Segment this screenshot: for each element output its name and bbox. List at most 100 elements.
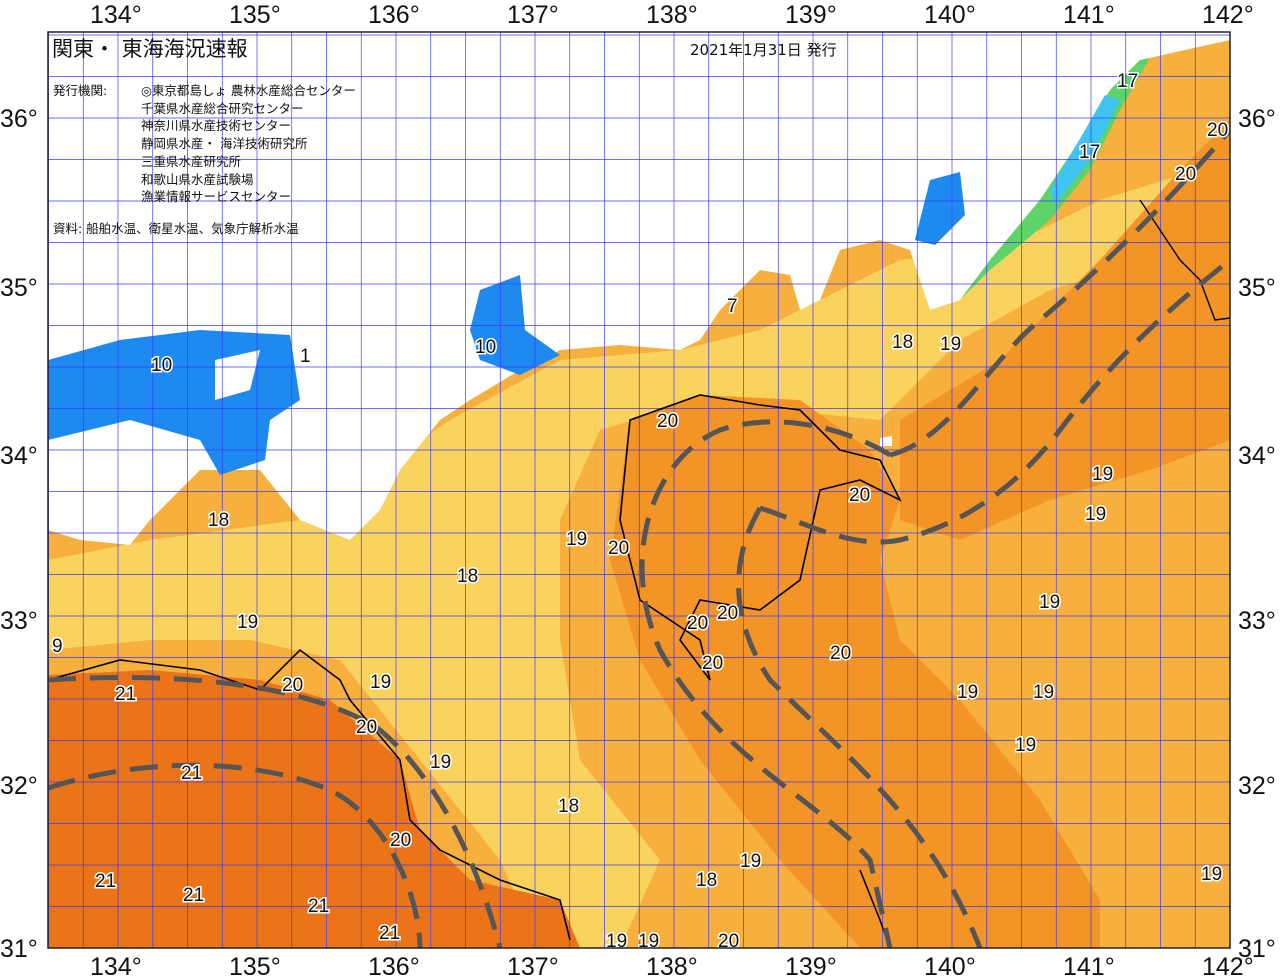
kuroshio-axis	[48, 128, 1230, 948]
lon-tick: 141°	[1063, 953, 1115, 980]
contour-label: 19	[1015, 735, 1036, 756]
contour-label: 19	[1092, 464, 1113, 485]
contour-label: 19	[606, 931, 627, 952]
contour-label: 19	[566, 529, 587, 550]
oshima-island	[880, 436, 892, 446]
ise-bay	[470, 275, 560, 375]
latitude-axis-right: 36° 35° 34° 33° 32° 31°	[1238, 105, 1276, 963]
contour-label: 19	[740, 851, 761, 872]
contour-line-coast	[1139, 199, 1230, 321]
contour-label: 17	[1079, 142, 1100, 163]
contour-label: 18	[457, 566, 478, 587]
contour-label: 20	[356, 717, 377, 738]
contour-label: 19	[237, 612, 258, 633]
lon-tick: 139°	[785, 953, 837, 980]
contour-label: 20	[687, 613, 708, 634]
contour-label: 19	[370, 672, 391, 693]
contour-label: 18	[892, 332, 913, 353]
contour-label: 20	[1175, 164, 1196, 185]
contour-label: 20	[849, 485, 870, 506]
cool-water-region	[48, 160, 1230, 948]
issuer: 漁業情報サービスセンター	[141, 189, 292, 205]
lon-tick: 136°	[368, 1, 420, 29]
map-frame	[47, 31, 1231, 949]
lat-tick: 33°	[1238, 607, 1276, 635]
lat-tick: 35°	[1238, 274, 1276, 302]
lat-tick: 31°	[1238, 935, 1276, 963]
lon-tick: 137°	[507, 953, 559, 980]
map-title: 関東・ 東海海況速報	[52, 37, 248, 61]
contour-label: 19	[940, 334, 961, 355]
contour-label: 20	[282, 675, 303, 696]
contour-label: 20	[718, 931, 739, 952]
contour-label: 18	[696, 870, 717, 891]
latitude-axis-left: 36° 35° 34° 33° 32° 31°	[0, 105, 38, 963]
lon-tick: 136°	[368, 953, 420, 980]
contour-label: 9	[52, 636, 63, 657]
longitude-axis-bottom: 134° 135° 136° 137° 138° 139° 140° 141° …	[90, 953, 1254, 980]
issuer: ◎東京都島しょ 農林水産総合センター	[141, 83, 356, 98]
contour-label: 7	[727, 296, 738, 317]
lon-tick: 140°	[924, 1, 976, 29]
issuer: 和歌山県水産試験場	[141, 171, 254, 187]
contour-label: 20	[1207, 120, 1228, 141]
contour-label: 19	[1085, 504, 1106, 525]
lon-tick: 139°	[785, 1, 837, 29]
contour-label: 1	[300, 346, 311, 367]
longitude-axis-top: 134° 135° 136° 137° 138° 139° 140° 141° …	[90, 1, 1254, 29]
data-sources: 資料: 船舶水温、衛星水温、気象庁解析水温	[53, 221, 299, 236]
contour-line-20-center	[619, 394, 902, 681]
issuer: 神奈川県水産技術センター	[141, 118, 292, 134]
contour-label: 17	[1117, 71, 1138, 92]
contour-label: 21	[181, 763, 202, 784]
lat-tick: 34°	[0, 442, 38, 470]
contour-label: 10	[151, 355, 172, 376]
seto-island	[215, 350, 260, 400]
issuer: 三重県水産研究所	[141, 153, 242, 169]
lat-tick: 31°	[0, 935, 38, 963]
contour-label: 20	[717, 603, 738, 624]
contour-label: 19	[430, 752, 451, 773]
contour-label: 19	[957, 682, 978, 703]
contour-label: 20	[702, 653, 723, 674]
lon-tick: 137°	[507, 1, 559, 29]
lon-tick: 142°	[1202, 1, 1254, 29]
contour-label: 20	[657, 411, 678, 432]
lon-tick: 134°	[90, 953, 142, 980]
lat-tick: 33°	[0, 607, 38, 635]
lat-tick: 32°	[0, 772, 38, 800]
issuers-label: 発行機関:	[53, 83, 108, 98]
lat-tick: 36°	[0, 105, 38, 133]
contour-label: 21	[308, 896, 329, 917]
contour-label: 18	[208, 510, 229, 531]
lon-tick: 135°	[229, 1, 281, 29]
contour-label: 19	[1033, 682, 1054, 703]
contour-label: 21	[115, 684, 136, 705]
lon-tick: 135°	[229, 953, 281, 980]
lon-tick: 138°	[646, 1, 698, 29]
tokyo-bay	[915, 172, 965, 245]
contour-label: 20	[830, 643, 851, 664]
grid-lines	[48, 32, 1230, 948]
contour-label: 18	[558, 796, 579, 817]
contour-label: 21	[183, 885, 204, 906]
lon-tick: 134°	[90, 1, 142, 29]
lon-tick: 138°	[646, 953, 698, 980]
contour-label: 20	[390, 830, 411, 851]
lat-tick: 34°	[1238, 442, 1276, 470]
lat-tick: 36°	[1238, 105, 1276, 133]
contour-label: 20	[608, 538, 629, 559]
contour-label: 21	[379, 923, 400, 944]
issuer: 静岡県水産・ 海洋技術研究所	[141, 136, 308, 152]
contour-labels: 21 21 21 21 21 21 20 20 20 19 19 19 18 9…	[51, 70, 1230, 952]
lat-tick: 35°	[0, 274, 38, 302]
contour-label: 21	[95, 871, 116, 892]
lon-tick: 142°	[1202, 953, 1254, 980]
coastal-cyan-band	[1050, 95, 1120, 205]
warm-water-region-east	[900, 120, 1230, 540]
contour-line-20	[48, 648, 571, 941]
lon-tick: 141°	[1063, 1, 1115, 29]
lat-tick: 32°	[1238, 772, 1276, 800]
